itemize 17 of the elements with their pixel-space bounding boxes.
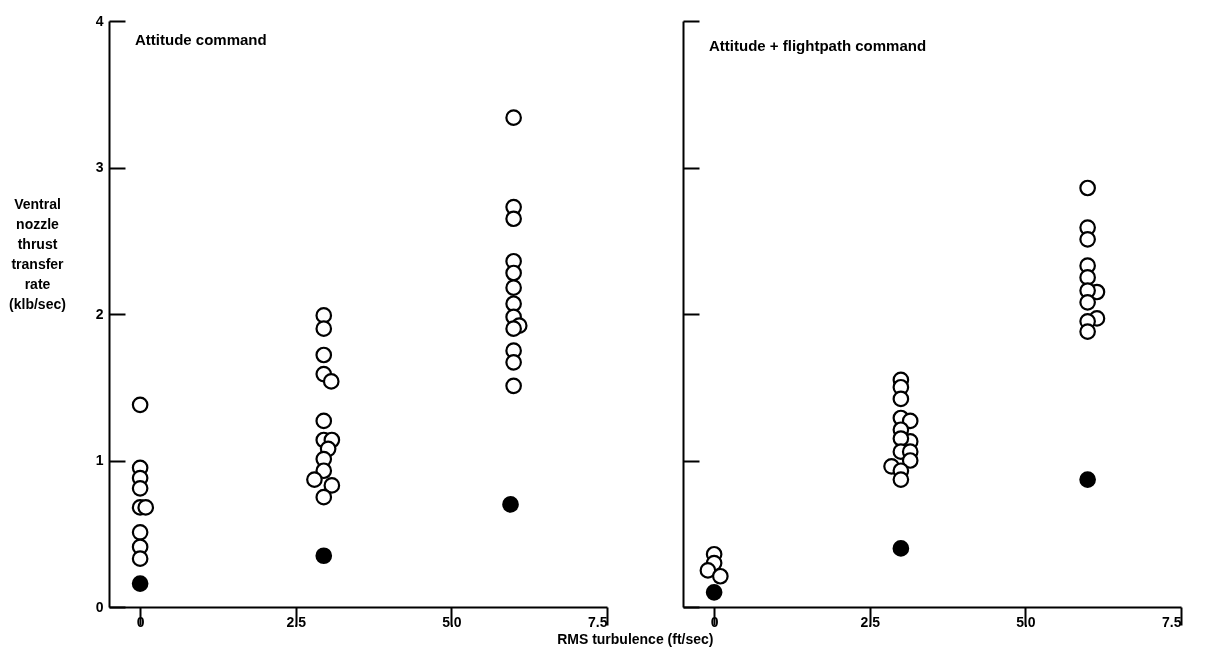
y-tick-label: 0: [95, 598, 104, 615]
x-tick-label: 0: [710, 613, 719, 630]
y-axis-title: Ventral nozzle thrust transfer rate (klb/sec): [9, 195, 66, 312]
x-tick-label: 2.5: [860, 613, 881, 630]
x-tick-label: 0: [136, 613, 145, 630]
y-tick-label: 3: [95, 159, 104, 175]
y-tick-label: 4: [95, 12, 104, 29]
y-tick-label: 2: [95, 305, 104, 322]
x-tick-label: 5.0: [442, 613, 462, 630]
text: Attitude + flightpath command: [709, 37, 927, 54]
x-tick-label: 7.5: [1162, 613, 1182, 630]
text: Attitude command: [135, 31, 267, 48]
x-tick-label: 7.5: [588, 613, 608, 630]
x-tick-label: 2.5: [286, 613, 307, 630]
x-tick-label: 5.0: [1016, 613, 1036, 630]
y-tick-label: 1: [95, 452, 104, 468]
x-axis-title: RMS turbulence (ft/sec): [557, 631, 714, 647]
